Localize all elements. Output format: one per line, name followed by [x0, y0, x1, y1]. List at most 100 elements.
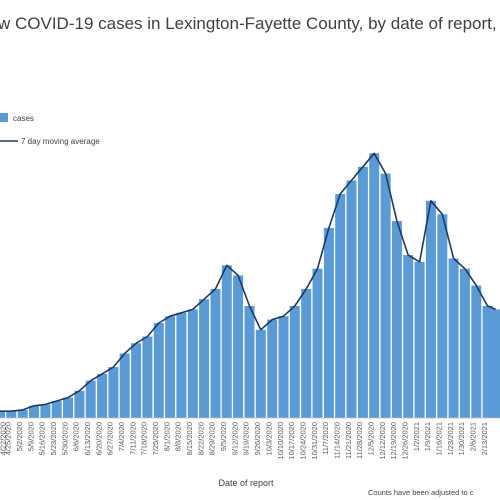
x-tick-label: 11/7/2020 [321, 422, 330, 455]
x-axis-label: Date of report [218, 478, 274, 488]
x-tick-label: 10/10/2020 [276, 422, 285, 460]
chart-title: w COVID-19 cases in Lexington-Fayette Co… [0, 14, 500, 33]
bar-cases [425, 200, 436, 418]
x-tick-label: 9/19/2020 [242, 422, 251, 455]
bar-cases [74, 390, 85, 418]
bar-series-cases [0, 153, 500, 419]
bar-cases [153, 323, 164, 418]
bar-cases [391, 221, 402, 418]
moving-average-line [0, 152, 497, 412]
bar-cases [187, 309, 198, 418]
x-tick-label: 4/22/2020 [0, 422, 8, 455]
bar-cases [437, 214, 448, 418]
bar-cases [459, 268, 470, 418]
x-tick-label: 6/6/2020 [72, 422, 81, 451]
bar-cases [97, 373, 108, 418]
bar-cases [323, 227, 334, 418]
x-tick-label: 12/26/2020 [401, 422, 410, 460]
x-tick-label: 9/5/2020 [219, 422, 228, 451]
bar-cases [380, 173, 391, 418]
x-tick-label: 12/12/2020 [378, 422, 387, 460]
x-tick-label: 6/27/2020 [106, 422, 115, 455]
bar-cases [346, 180, 357, 418]
x-tick-label: 1/23/2021 [446, 422, 455, 455]
bar-cases [267, 319, 278, 418]
bar-cases [199, 299, 210, 418]
x-tick-label: 1/16/2021 [435, 422, 444, 455]
x-tick-label: 12/5/2020 [367, 422, 376, 455]
bar-cases [233, 275, 244, 418]
x-tick-label: 11/21/2020 [344, 422, 353, 459]
x-tick-label: 7/11/2020 [128, 422, 137, 455]
bar-cases [51, 401, 62, 418]
x-tick-label: 7/18/2020 [140, 422, 149, 455]
adjustment-note: Counts have been adjusted to c [368, 488, 474, 497]
bar-cases [255, 329, 266, 419]
x-tick-label: 2/13/2021 [480, 422, 489, 455]
x-tick-label: 1/2/2021 [412, 422, 421, 451]
x-tick-label: 11/14/2020 [333, 422, 342, 459]
bar-cases [289, 306, 300, 418]
bar-cases [63, 397, 73, 418]
x-tick-label: 2/6/2021 [469, 422, 478, 451]
x-tick-label: 6/13/2020 [83, 422, 92, 455]
legend-label-moving-average: 7 day moving average [21, 137, 100, 146]
x-tick-label: 10/17/2020 [287, 422, 296, 460]
x-tick-label: 7/4/2020 [117, 422, 126, 451]
bar-cases [278, 316, 289, 418]
x-tick-label: 8/1/2020 [162, 422, 171, 451]
bar-cases [221, 265, 232, 418]
x-tick-label: 8/22/2020 [196, 422, 205, 455]
x-tick-label: 10/31/2020 [310, 422, 319, 460]
bar-cases [0, 411, 5, 418]
bar-cases [369, 153, 380, 419]
bar-cases [108, 367, 119, 418]
x-tick-label: 9/26/2020 [253, 422, 262, 455]
bar-cases [131, 343, 142, 418]
bar-cases [244, 306, 255, 418]
x-tick-label: 5/9/2020 [26, 422, 35, 451]
x-tick-label: 9/12/2020 [230, 422, 239, 455]
bar-cases [6, 411, 17, 418]
x-tick-label: 8/8/2020 [174, 422, 183, 451]
x-tick-label: 12/19/2020 [389, 422, 398, 460]
bar-cases [142, 336, 153, 418]
x-tick-label: 5/2/2020 [15, 422, 24, 451]
bar-cases [85, 380, 96, 418]
x-tick-label: 8/29/2020 [208, 422, 217, 455]
bar-cases [448, 258, 459, 418]
bar-cases [414, 261, 425, 418]
legend-label-cases: cases [13, 114, 34, 123]
bar-cases [29, 405, 39, 418]
x-tick-label: 6/20/2020 [94, 422, 103, 455]
bar-cases [471, 285, 482, 418]
x-tick-label: 5/30/2020 [60, 422, 69, 455]
x-tick-label: 11/28/2020 [355, 422, 364, 459]
bar-cases [312, 268, 323, 418]
x-tick-label: 8/15/2020 [185, 422, 194, 455]
bar-cases [482, 306, 493, 418]
bar-cases [119, 353, 130, 418]
x-tick-label: 10/3/2020 [264, 422, 273, 455]
x-tick-label: 5/16/2020 [38, 422, 47, 455]
bar-cases [335, 194, 346, 418]
legend-swatch-cases [0, 113, 8, 122]
bar-cases [403, 255, 414, 418]
bar-cases [210, 289, 221, 418]
bar-cases [176, 312, 187, 418]
x-tick-label: 5/23/2020 [49, 422, 58, 455]
bar-cases [301, 289, 312, 418]
x-tick-label: 10/24/2020 [298, 422, 307, 460]
bar-cases [165, 316, 176, 418]
x-tick-label: 1/9/2021 [423, 422, 432, 451]
x-tick-label: 1/30/2021 [457, 422, 466, 455]
x-tick-label: 4/25/2020 [4, 422, 13, 455]
legend: cases 7 day moving average [0, 113, 100, 146]
x-tick-label: 7/25/2020 [151, 422, 160, 455]
bar-cases [490, 309, 500, 418]
bar-cases [357, 166, 368, 418]
bar-cases [40, 404, 51, 418]
bar-cases [17, 409, 28, 418]
